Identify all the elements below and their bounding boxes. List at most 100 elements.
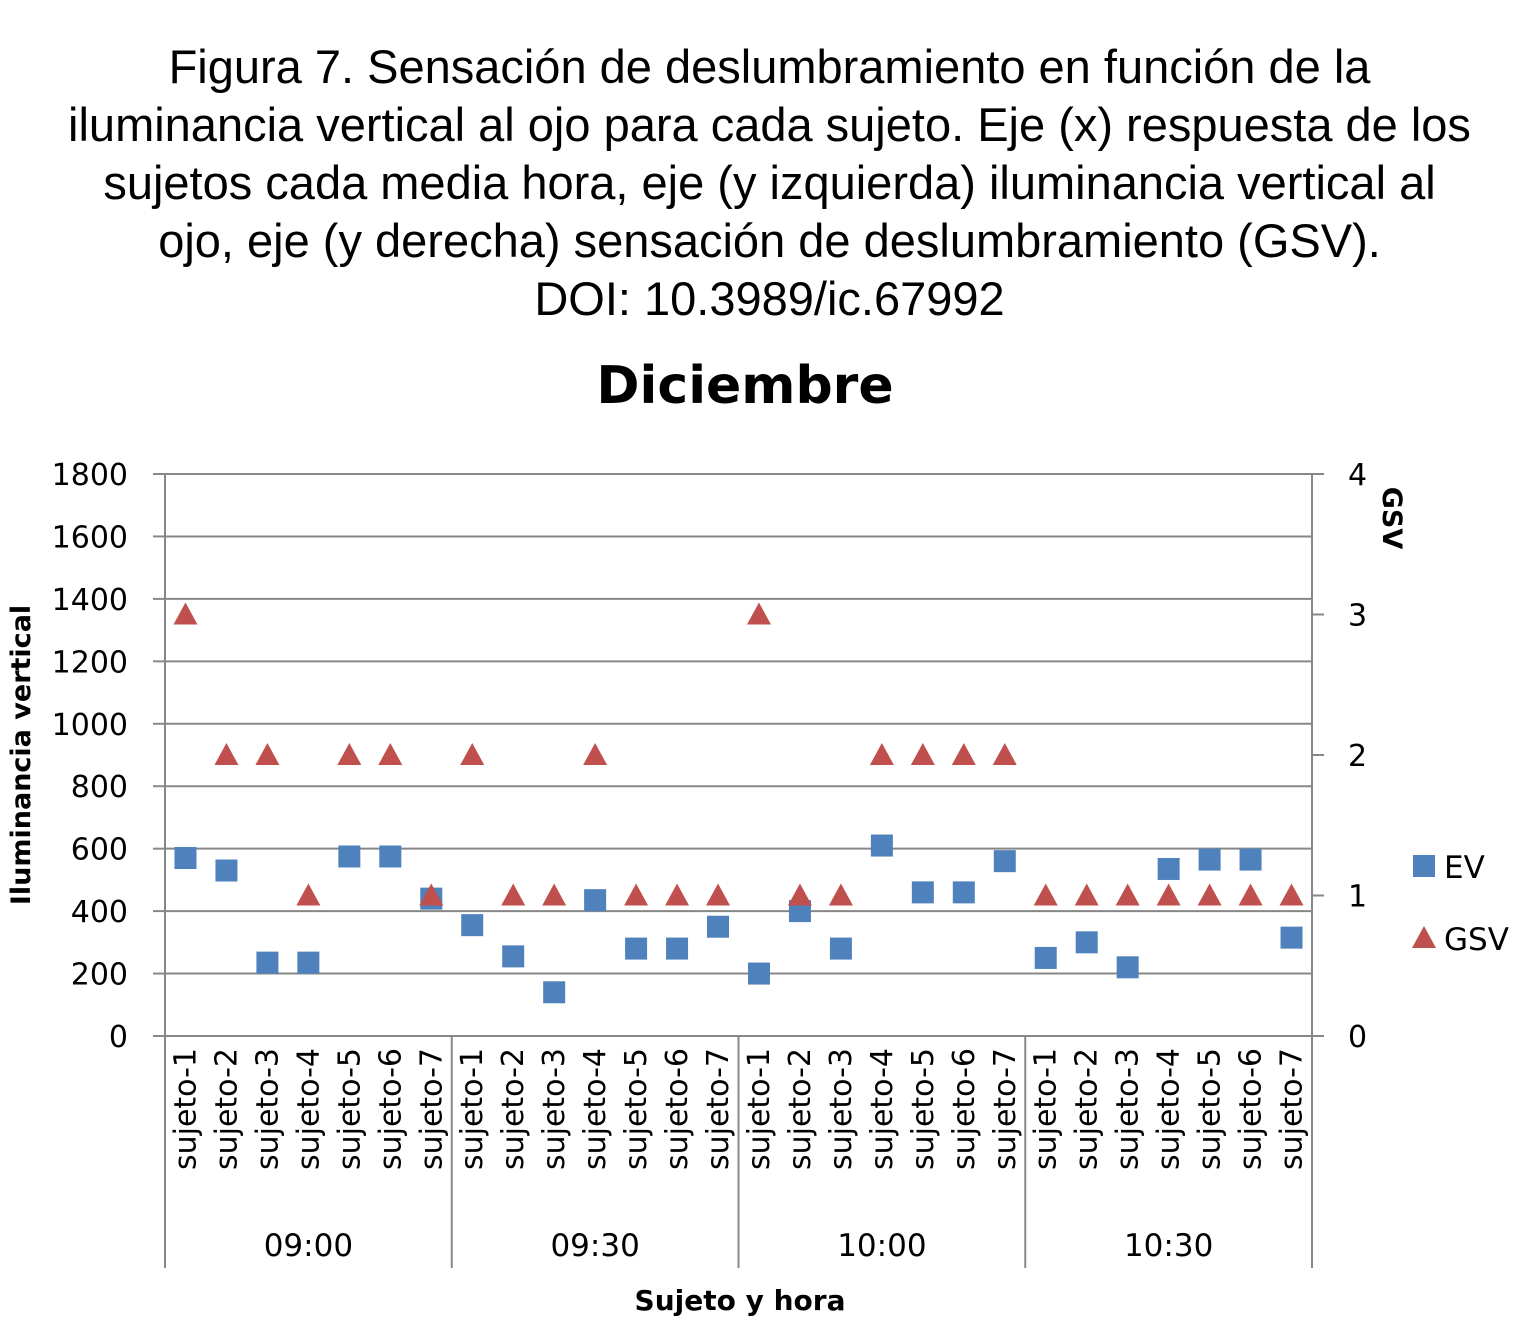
ev-point: [747, 962, 770, 985]
y-tick-label: 1400: [52, 583, 128, 618]
ev-point: [1157, 857, 1180, 880]
gsv-point: [337, 743, 362, 765]
legend-label: GSV: [1444, 922, 1509, 958]
x-category-label: sujeto-5: [332, 1048, 367, 1170]
x-category-label: sujeto-3: [824, 1048, 859, 1170]
chart-title: Diciembre: [596, 356, 893, 416]
legend-label: EV: [1444, 850, 1485, 886]
x-category-label: sujeto-4: [1152, 1048, 1187, 1170]
x-category-label: sujeto-3: [1111, 1048, 1146, 1170]
ev-point: [215, 859, 238, 882]
y2-tick-label: 4: [1348, 458, 1367, 493]
ev-point: [1034, 946, 1057, 969]
ev-point: [625, 937, 648, 960]
gsv-point: [255, 743, 280, 765]
x-category-label: sujeto-7: [1275, 1048, 1310, 1170]
gsv-point: [951, 743, 976, 765]
gsv-point: [787, 883, 812, 906]
gsv-point: [1156, 883, 1181, 906]
gridlines: [165, 473, 1312, 975]
gsv-point: [378, 743, 403, 765]
axes: [153, 474, 1313, 1268]
ev-point: [256, 951, 279, 974]
y2-axis-label: GSV: [1376, 487, 1407, 550]
ev-point: [952, 881, 975, 904]
ev-point: [993, 850, 1016, 873]
x-group-label: 09:30: [550, 1228, 639, 1264]
y-tick-label: 600: [71, 833, 128, 868]
gsv-point: [214, 743, 239, 765]
y-axis-label: Iluminancia vertical: [6, 605, 37, 905]
y-tick-label: 400: [71, 895, 128, 930]
x-category-label: sujeto-1: [455, 1048, 490, 1170]
caption-line: ojo, eje (y derecha) sensación de deslum…: [158, 214, 1381, 267]
y2-tick-label: 1: [1348, 880, 1367, 915]
ev-point: [297, 951, 320, 974]
x-category-label: sujeto-4: [291, 1048, 326, 1170]
x-category-label: sujeto-5: [906, 1048, 941, 1170]
x-category-label: sujeto-5: [619, 1048, 654, 1170]
x-category-label: sujeto-1: [168, 1048, 203, 1170]
ev-point: [584, 889, 607, 912]
x-group-label: 09:00: [264, 1228, 353, 1264]
legend-marker: [1412, 926, 1436, 948]
y-tick-label: 1000: [52, 708, 128, 743]
ev-point: [1116, 956, 1139, 979]
x-category-label: sujeto-3: [250, 1048, 285, 1170]
data-marks: [173, 602, 1304, 1004]
x-group-label: 10:00: [837, 1228, 926, 1264]
gsv-point: [1197, 883, 1222, 906]
gsv-point: [910, 743, 935, 765]
ev-point: [829, 937, 852, 960]
x-category-label: sujeto-7: [414, 1048, 449, 1170]
ev-point: [911, 881, 934, 904]
caption-line: sujetos cada media hora, eje (y izquierd…: [103, 156, 1436, 209]
y-tick-label: 0: [109, 1020, 128, 1055]
y2-tick-label: 3: [1348, 599, 1367, 634]
ev-point: [461, 914, 484, 937]
gsv-point: [1074, 883, 1099, 906]
legend-marker: [1413, 855, 1435, 877]
ev-point: [666, 937, 689, 960]
gsv-point: [501, 883, 526, 906]
x-category-label: sujeto-7: [988, 1048, 1023, 1170]
caption-line: Figura 7. Sensación de deslumbramiento e…: [168, 40, 1371, 93]
x-group-label: 10:30: [1124, 1228, 1213, 1264]
legend: EV GSV: [1412, 850, 1509, 958]
y2-tick-label: 2: [1348, 739, 1367, 774]
gsv-point: [624, 883, 649, 906]
ev-point: [174, 847, 197, 870]
ev-point: [870, 834, 893, 857]
ev-point: [788, 900, 811, 923]
ev-point: [1075, 931, 1098, 954]
ev-point: [1239, 848, 1262, 871]
gsv-point: [583, 743, 608, 765]
gsv-point: [173, 602, 198, 625]
gsv-point: [746, 602, 771, 625]
ev-point: [379, 845, 402, 868]
y-tick-label: 1600: [52, 520, 128, 555]
ev-point: [1280, 926, 1303, 949]
gsv-point: [869, 743, 894, 765]
x-category-label: sujeto-3: [537, 1048, 572, 1170]
ev-point: [1198, 848, 1221, 871]
x-category-label: sujeto-7: [701, 1048, 736, 1170]
y-tick-label: 1200: [52, 645, 128, 680]
gsv-point: [542, 883, 567, 906]
x-category-label: sujeto-2: [783, 1048, 818, 1170]
y-tick-label: 800: [71, 770, 128, 805]
y-tick-label: 1800: [52, 458, 128, 493]
x-category-label: sujeto-6: [947, 1048, 982, 1170]
x-category-label: sujeto-6: [373, 1048, 408, 1170]
gsv-point: [992, 743, 1017, 765]
ev-point: [707, 915, 730, 938]
ev-point: [502, 945, 525, 968]
gsv-point: [828, 883, 853, 906]
caption-line: DOI: 10.3989/ic.67992: [534, 272, 1005, 325]
y-axis-ticks: 0 200 400 600 800 1000 1200 1400 1600 1800: [52, 458, 165, 1055]
gsv-point: [296, 883, 321, 906]
caption-line: iluminancia vertical al ojo para cada su…: [68, 98, 1471, 151]
y-tick-label: 200: [71, 958, 128, 993]
x-category-label: sujeto-5: [1193, 1048, 1228, 1170]
